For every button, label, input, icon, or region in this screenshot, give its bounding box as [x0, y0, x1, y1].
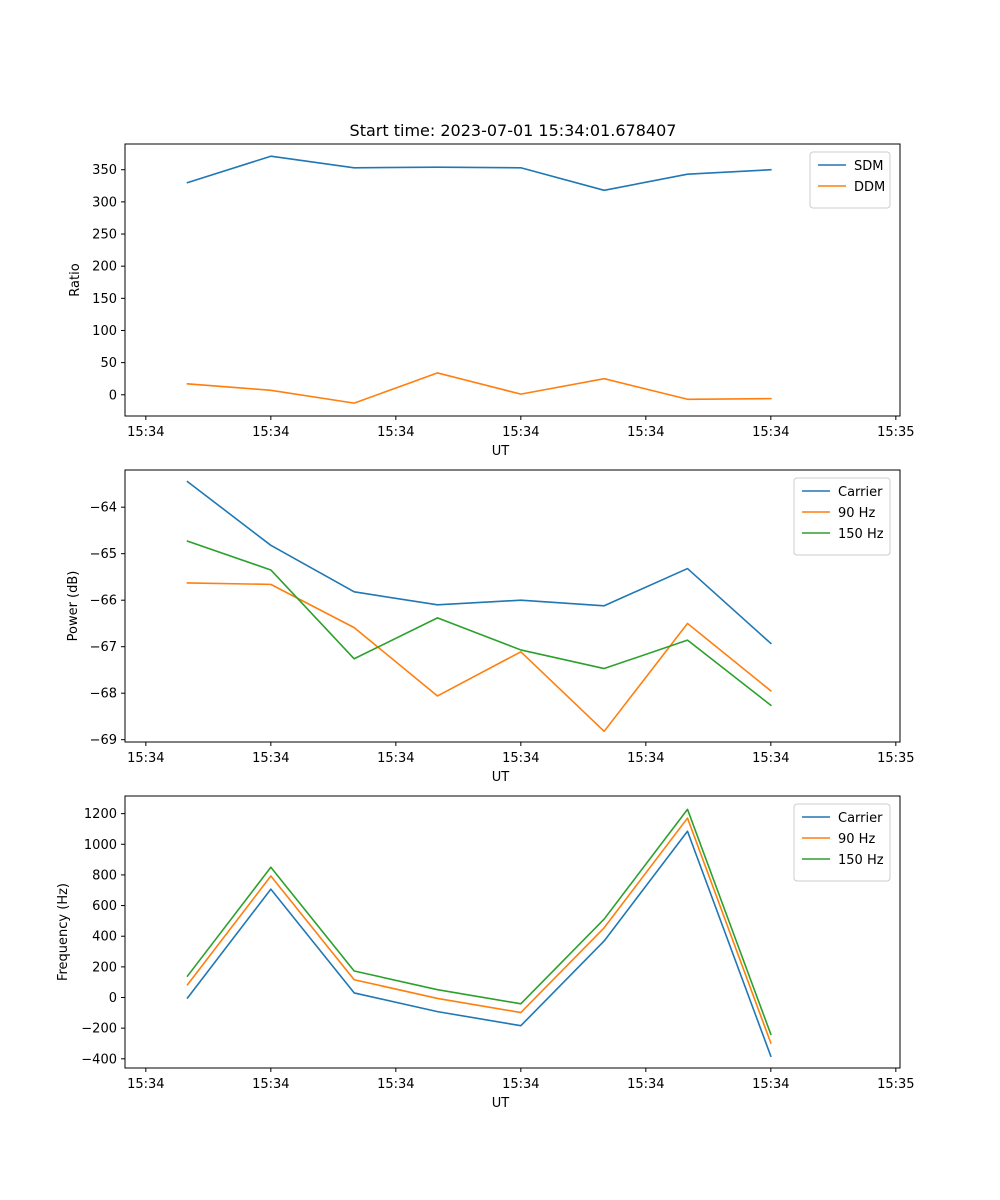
y-tick-label: 200: [92, 960, 117, 975]
y-tick-label: 350: [92, 163, 117, 178]
series-line-150-hz: [186, 540, 772, 707]
legend: Carrier 90 Hz 150 Hz: [793, 477, 891, 556]
y-tick-label: −66: [90, 594, 117, 609]
x-tick-label: 15:35: [877, 751, 914, 766]
y-tick-label: 600: [92, 899, 117, 914]
y-axis-label: Ratio: [68, 263, 83, 296]
y-tick-label: 400: [92, 930, 117, 945]
series-line-sdm: [186, 155, 772, 192]
chart-title: Start time: 2023-07-01 15:34:01.678407: [350, 121, 677, 140]
y-tick-label: 200: [92, 260, 117, 275]
y-tick-label: 50: [100, 356, 117, 371]
y-tick-label: 1200: [84, 807, 117, 822]
x-tick-label: 15:34: [127, 1077, 164, 1092]
x-tick-label: 15:34: [377, 425, 414, 440]
legend-label: 90 Hz: [838, 506, 875, 521]
x-axis-label: UT: [492, 770, 510, 785]
x-tick-label: 15:34: [627, 425, 664, 440]
legend-label: Carrier: [838, 811, 883, 826]
panels-container: 0 50 100 150 200 250 300 350 15:34 15:34 15:34 15:3…: [56, 143, 915, 1111]
y-tick-label: −67: [90, 640, 117, 655]
series-line-90-hz: [186, 817, 772, 1045]
x-tick-label: 15:34: [252, 1077, 289, 1092]
x-tick-label: 15:34: [752, 751, 789, 766]
legend-label: 150 Hz: [838, 527, 884, 542]
panel-2: −69 −68 −67 −66 −65 −64 15:34 15:34 15:34 15:34 15…: [66, 469, 915, 785]
x-tick-label: 15:35: [877, 1077, 914, 1092]
x-tick-label: 15:35: [877, 425, 914, 440]
x-tick-label: 15:34: [127, 751, 164, 766]
x-tick-label: 15:34: [627, 1077, 664, 1092]
legend-box: [809, 151, 891, 209]
legend: SDM DDM: [809, 151, 891, 209]
x-tick-label: 15:34: [752, 425, 789, 440]
y-tick-label: −200: [81, 1022, 117, 1037]
y-tick-label: 250: [92, 228, 117, 243]
y-tick-label: 150: [92, 292, 117, 307]
series-line-150-hz: [186, 808, 772, 1036]
x-tick-label: 15:34: [252, 751, 289, 766]
legend-label: DDM: [854, 180, 885, 195]
legend: Carrier 90 Hz 150 Hz: [793, 803, 891, 882]
y-tick-label: 800: [92, 868, 117, 883]
y-axis-label: Power (dB): [66, 571, 81, 642]
y-axis-label: Frequency (Hz): [56, 883, 71, 981]
legend-box: [793, 803, 891, 882]
series-line-90-hz: [186, 582, 772, 733]
y-tick-label: −69: [90, 733, 117, 748]
x-tick-label: 15:34: [502, 1077, 539, 1092]
x-tick-label: 15:34: [627, 751, 664, 766]
x-axis-label: UT: [492, 1096, 510, 1111]
panel-1: 0 50 100 150 200 250 300 350 15:34 15:34 15:34 15:3…: [68, 143, 915, 459]
legend-box: [793, 477, 891, 556]
axes-frame: [124, 795, 901, 1069]
y-tick-label: 300: [92, 195, 117, 210]
y-tick-label: 0: [109, 388, 117, 403]
x-tick-label: 15:34: [752, 1077, 789, 1092]
y-tick-label: 0: [109, 991, 117, 1006]
legend-label: 150 Hz: [838, 853, 884, 868]
legend-label: Carrier: [838, 485, 883, 500]
y-tick-label: 100: [92, 324, 117, 339]
panel-3: −400 −200 0 200 400 600 800 1000 1200 15:34 15:34 1…: [56, 795, 915, 1111]
legend-label: 90 Hz: [838, 832, 875, 847]
axes-frame: [124, 469, 901, 743]
series-line-ddm: [186, 372, 772, 404]
x-tick-label: 15:34: [377, 751, 414, 766]
x-tick-label: 15:34: [252, 425, 289, 440]
x-tick-label: 15:34: [377, 1077, 414, 1092]
legend-label: SDM: [854, 159, 883, 174]
y-tick-label: −64: [90, 501, 117, 516]
x-tick-label: 15:34: [502, 425, 539, 440]
y-tick-label: −68: [90, 687, 117, 702]
y-tick-label: −65: [90, 547, 117, 562]
x-tick-label: 15:34: [127, 425, 164, 440]
series-line-carrier: [186, 830, 772, 1058]
series-line-carrier: [186, 480, 772, 645]
y-tick-label: −400: [81, 1052, 117, 1067]
axes-frame: [124, 143, 901, 417]
x-axis-label: UT: [492, 444, 510, 459]
y-tick-label: 1000: [84, 838, 117, 853]
x-tick-label: 15:34: [502, 751, 539, 766]
